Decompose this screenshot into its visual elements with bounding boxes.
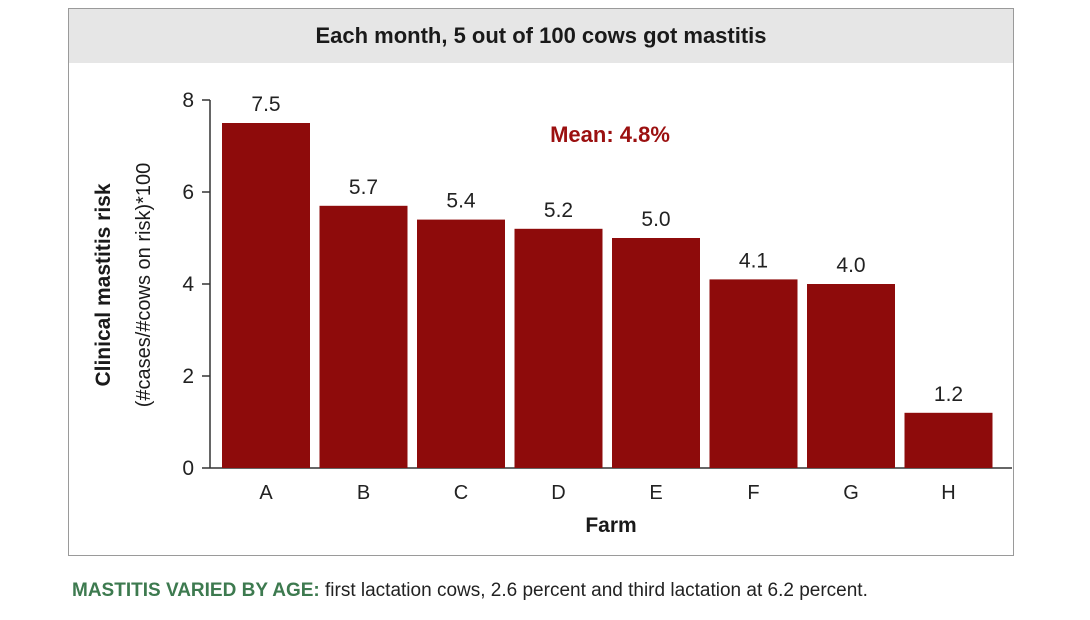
data-label: 5.0 xyxy=(641,208,670,231)
bar xyxy=(709,279,798,468)
x-tick-label: H xyxy=(941,482,955,504)
y-tick-label: 6 xyxy=(182,181,194,204)
data-label: 7.5 xyxy=(251,93,280,116)
mean-annotation: Mean: 4.8% xyxy=(550,122,670,147)
bar xyxy=(514,228,603,468)
x-tick-label: D xyxy=(551,482,565,504)
data-label: 5.4 xyxy=(446,190,476,213)
x-axis-label: Farm xyxy=(585,514,636,537)
y-axis-label: Clinical mastitis risk xyxy=(92,183,115,386)
x-tick-label: B xyxy=(357,482,370,504)
y-tick-label: 2 xyxy=(182,365,194,388)
x-tick-label: C xyxy=(454,482,468,504)
y-axis-sublabel: (#cases/#cows on risk)*100 xyxy=(133,163,155,408)
x-tick-label: E xyxy=(649,482,662,504)
data-label: 5.7 xyxy=(349,176,378,199)
data-label: 4.0 xyxy=(836,254,865,277)
x-tick-label: G xyxy=(843,482,859,504)
x-tick-label: F xyxy=(747,482,759,504)
chart-title: Each month, 5 out of 100 cows got mastit… xyxy=(69,9,1013,63)
bar xyxy=(222,123,310,468)
bar xyxy=(612,238,700,468)
bar xyxy=(807,284,895,468)
y-tick-label: 8 xyxy=(182,89,194,112)
y-tick-label: 0 xyxy=(182,457,194,480)
data-label: 4.1 xyxy=(739,249,768,272)
data-label: 5.2 xyxy=(544,199,573,222)
caption: MASTITIS VARIED BY AGE: first lactation … xyxy=(72,580,868,602)
bar xyxy=(904,412,993,468)
caption-lead: MASTITIS VARIED BY AGE: xyxy=(72,580,320,601)
x-tick-label: A xyxy=(259,482,273,504)
caption-text: first lactation cows, 2.6 percent and th… xyxy=(319,580,868,601)
bar-chart: 0 2 4 6 8 7.5 A 5.7 B 5.4 C 5.2 D 5.0 E 4.1 F 4.0 G 1.2 H Far… xyxy=(92,89,1012,537)
bar xyxy=(319,205,408,469)
y-tick-label: 4 xyxy=(182,273,194,296)
bar xyxy=(417,219,505,468)
data-label: 1.2 xyxy=(934,383,963,406)
